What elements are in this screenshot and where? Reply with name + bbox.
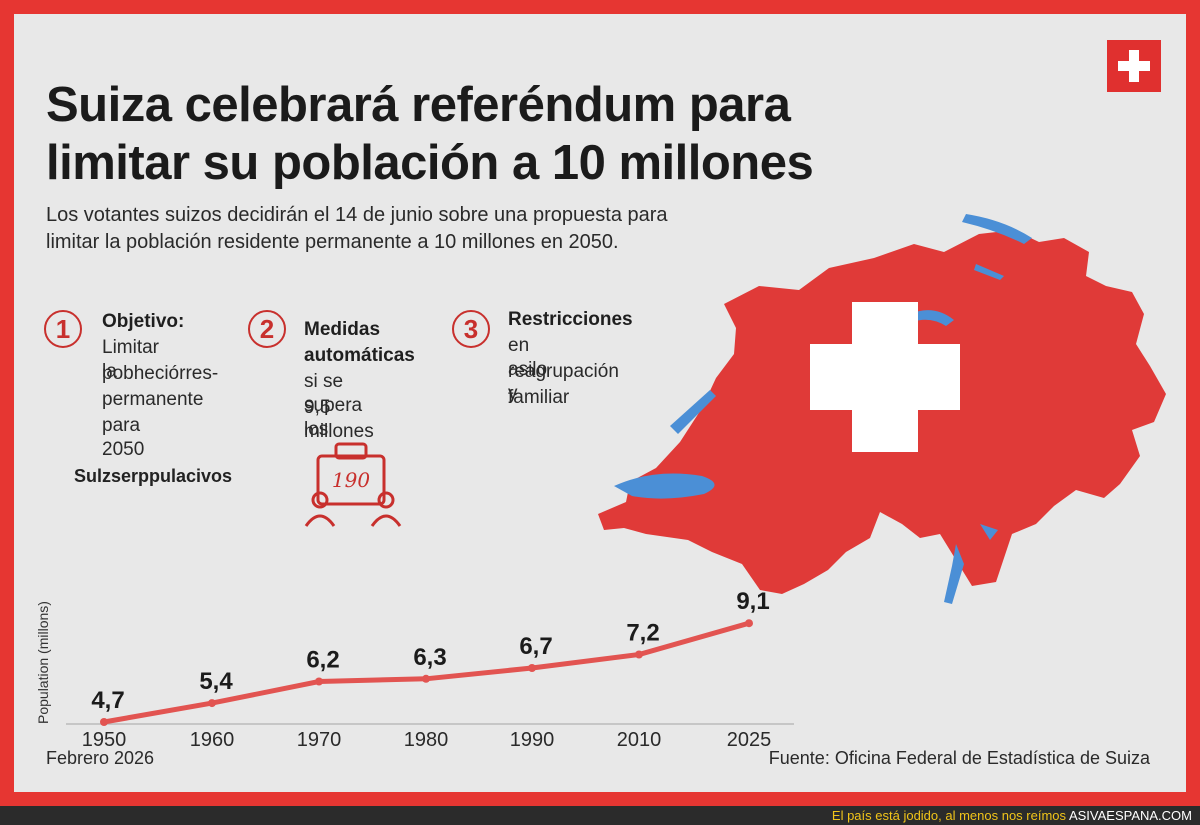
data-label: 7,2 [626, 620, 659, 647]
data-point [528, 664, 536, 672]
point-1-line-3: permanente [102, 389, 204, 410]
point-1-number: 1 [44, 310, 82, 348]
swiss-flag-icon [1107, 40, 1161, 92]
x-tick-label: 1960 [190, 729, 235, 751]
bag-label: 190 [332, 468, 370, 492]
x-tick-label: 1990 [510, 729, 555, 751]
lake-lugano [980, 524, 998, 540]
point-2-title-line-2: automáticas [304, 345, 415, 366]
switzerland-map [598, 214, 1166, 604]
x-tick-label: 2010 [617, 729, 662, 751]
bottom-bar [0, 806, 1200, 825]
data-label: 5,4 [199, 668, 233, 695]
data-label: 6,2 [306, 647, 339, 674]
point-3-line-1: en asilo y [508, 335, 548, 404]
map-cross-v [852, 302, 918, 452]
point-3-line-3: familiar [508, 387, 570, 408]
data-label: 4,7 [91, 687, 124, 714]
lake-maggiore [944, 544, 964, 604]
point-1-title: Objetivo: [102, 311, 185, 332]
point-2-line-2: 9,5 millones [304, 397, 374, 442]
point-3-number: 3 [452, 310, 490, 348]
x-tick-label: 2025 [727, 729, 772, 751]
lake-constance [962, 214, 1032, 244]
lake-zurich [974, 264, 1004, 280]
page-title: Suiza celebrará referéndum para limitar … [46, 78, 814, 190]
date-label: Febrero 2026 [46, 748, 155, 768]
data-point [208, 699, 216, 708]
y-axis-label: Population (millons) [35, 601, 51, 724]
data-label: 6,3 [413, 644, 446, 671]
source-label: Fuente: Oficina Federal de Estadística d… [768, 748, 1150, 768]
brand-label: ASIVAESPANA.COM [1068, 808, 1192, 823]
data-point [315, 677, 323, 686]
lake-lucerne [910, 310, 954, 326]
point-2-line-1: si se supera los [304, 371, 363, 440]
point-1-line-1: Limitar la [102, 337, 160, 382]
x-tick-label: 1970 [297, 729, 342, 751]
bottom-caption: El país está jodido, al menos nos reímos… [832, 808, 1192, 823]
data-label: 9,1 [736, 588, 769, 615]
data-point [100, 718, 108, 726]
point-2-title-line-1: Medidas [304, 319, 381, 340]
side-label: Sulzserppulacivos [74, 466, 233, 486]
infographic-panel: Suiza celebrará referéndum para limitar … [14, 14, 1186, 792]
data-point [745, 619, 753, 628]
data-point [422, 674, 430, 683]
data-label: 6,7 [519, 633, 552, 660]
point-3-line-2: reagrupación [508, 361, 619, 382]
data-point [635, 650, 643, 659]
point-2-number: 2 [248, 310, 286, 348]
point-1-line-2: pobheciórres- [102, 363, 219, 384]
point-1-line-4: para 2050 [102, 415, 145, 460]
bottom-caption-text: El país está jodido, al menos nos reímos [831, 808, 1067, 823]
briefcase-people-icon: 190 [304, 442, 402, 527]
subtitle: Los votantes suizos decidirán el 14 de j… [46, 204, 668, 253]
population-chart: Population (millons) 4,7 1950 5,4 1960 6,2 19… [35, 588, 794, 751]
lake-geneva [614, 473, 715, 499]
lake-neuchatel [670, 390, 716, 434]
x-tick-label: 1980 [404, 729, 449, 751]
x-tick-label: 1950 [82, 729, 127, 751]
point-3-title: Restricciones [508, 309, 633, 330]
